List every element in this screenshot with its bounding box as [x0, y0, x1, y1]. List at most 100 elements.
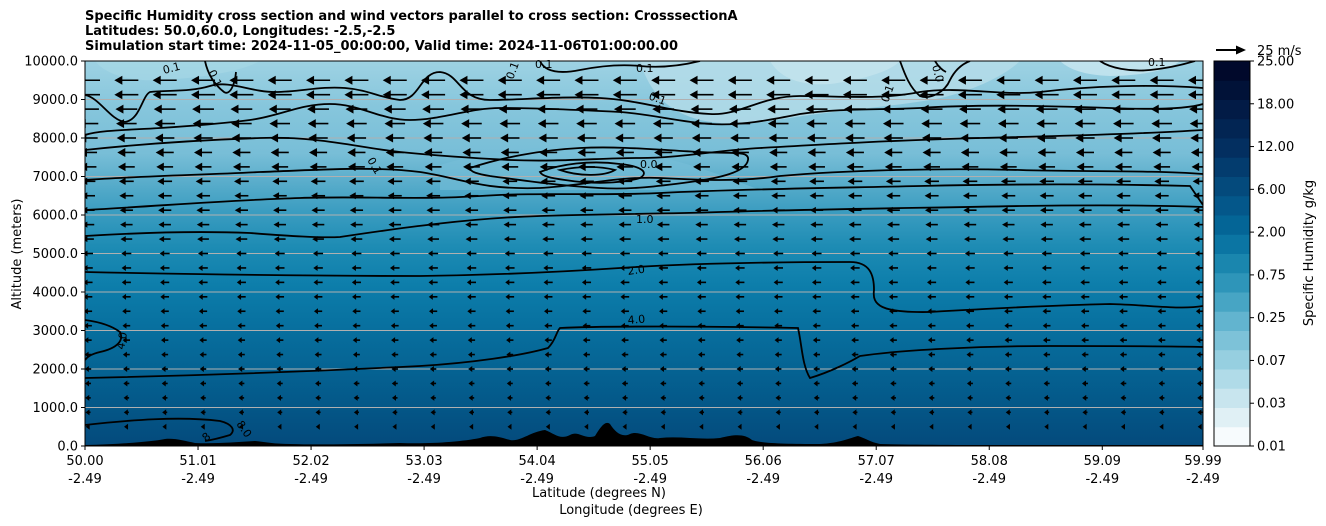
wind-arrow [773, 250, 784, 257]
wind-arrow [1079, 236, 1091, 243]
wind-arrow [848, 206, 862, 214]
wind-arrow [537, 119, 559, 129]
wind-arrow [429, 366, 437, 372]
colorbar-tick-label: 0.75 [1257, 268, 1286, 283]
wind-arrow [507, 423, 512, 430]
y-tick-label: 6000.0 [33, 209, 79, 224]
wind-arrow [307, 119, 329, 129]
wind-arrow [314, 322, 322, 329]
contour-2 [85, 261, 1203, 313]
wind-arrow [469, 423, 474, 430]
wind-arrow [966, 351, 974, 358]
wind-arrow [814, 409, 820, 416]
wind-arrow [310, 177, 326, 185]
wind-arrow [391, 380, 398, 387]
wind-arrow [620, 279, 630, 286]
wind-arrow [388, 236, 401, 243]
wind-arrow [1005, 409, 1011, 416]
wind-arrow [689, 75, 714, 85]
wind-arrow [737, 394, 743, 401]
wind-arrow [198, 308, 208, 315]
wind-arrow [654, 162, 672, 172]
wind-arrow [813, 351, 820, 358]
wind-arrow [1003, 264, 1014, 271]
wind-arrow [574, 75, 599, 85]
wind-arrow [851, 351, 859, 358]
wind-arrow [307, 104, 329, 114]
x-tick-label-lat: 58.08 [971, 454, 1008, 469]
wind-arrow [928, 351, 936, 358]
wind-arrow [272, 192, 287, 200]
wind-arrow [1191, 162, 1203, 172]
wind-arrow [274, 264, 285, 271]
wind-arrow [426, 221, 440, 228]
wind-arrow [430, 380, 437, 387]
wind-arrow [582, 308, 591, 315]
wind-arrow [1158, 337, 1166, 344]
wind-arrow [544, 351, 552, 358]
wind-arrow [352, 322, 361, 329]
wind-arrow [660, 380, 667, 387]
wind-arrow [1117, 236, 1130, 243]
wind-arrow [1043, 366, 1050, 372]
wind-arrow [273, 221, 286, 228]
wind-arrow [466, 279, 476, 286]
wind-arrow [466, 264, 477, 271]
quiver-key: 25 m/s [1216, 44, 1302, 59]
wind-arrow [583, 380, 590, 387]
wind-arrow [621, 337, 629, 344]
wind-arrow [622, 394, 628, 401]
wind-arrow [390, 308, 399, 315]
wind-arrow [352, 351, 360, 358]
wind-arrow [350, 221, 363, 228]
wind-arrow [269, 119, 291, 129]
wind-arrow [390, 293, 400, 300]
wind-arrow [1001, 206, 1015, 214]
wind-arrow [615, 147, 634, 157]
wind-arrow [192, 119, 214, 129]
wind-arrow [1114, 162, 1132, 172]
wind-arrow [888, 293, 898, 300]
wind-arrow [545, 423, 550, 430]
wind-arrow [544, 308, 553, 315]
wind-arrow [461, 119, 482, 129]
wind-arrow [808, 162, 825, 172]
wind-arrow [200, 394, 206, 401]
x-tick-label-lat: 59.09 [1084, 454, 1121, 469]
wind-arrow [1004, 308, 1013, 315]
wind-arrow [696, 279, 707, 286]
wind-arrow [959, 104, 981, 114]
wind-arrow [429, 351, 437, 358]
wind-arrow [1077, 192, 1092, 200]
wind-arrow [1118, 279, 1128, 286]
wind-arrow [422, 104, 445, 114]
wind-arrow [697, 322, 706, 329]
wind-arrow [889, 337, 897, 344]
wind-arrow [468, 394, 475, 401]
wind-arrow [424, 147, 443, 157]
colorbar-swatch [1214, 388, 1250, 408]
wind-arrow [498, 104, 521, 114]
wind-arrow [424, 162, 442, 172]
wind-arrow [1082, 423, 1087, 430]
contour-0p0 [934, 61, 947, 73]
wind-arrow [804, 90, 829, 100]
wind-arrow [1114, 147, 1133, 157]
wind-arrow [159, 250, 170, 257]
wind-arrow [502, 192, 517, 200]
colorbar-frame [1213, 60, 1251, 447]
wind-arrow [85, 366, 92, 372]
wind-arrow [655, 177, 671, 185]
wind-arrow [1041, 264, 1052, 271]
wind-arrow [651, 90, 676, 100]
wind-arrow [621, 351, 629, 358]
wind-arrow [1157, 322, 1166, 329]
wind-arrow [314, 337, 322, 344]
wind-arrow [352, 293, 361, 300]
wind-arrow [345, 104, 368, 114]
wind-arrow [924, 192, 939, 200]
wind-arrow [614, 119, 636, 129]
wind-arrow [389, 264, 400, 271]
wind-arrow [390, 322, 399, 329]
wind-arrow [468, 351, 475, 358]
